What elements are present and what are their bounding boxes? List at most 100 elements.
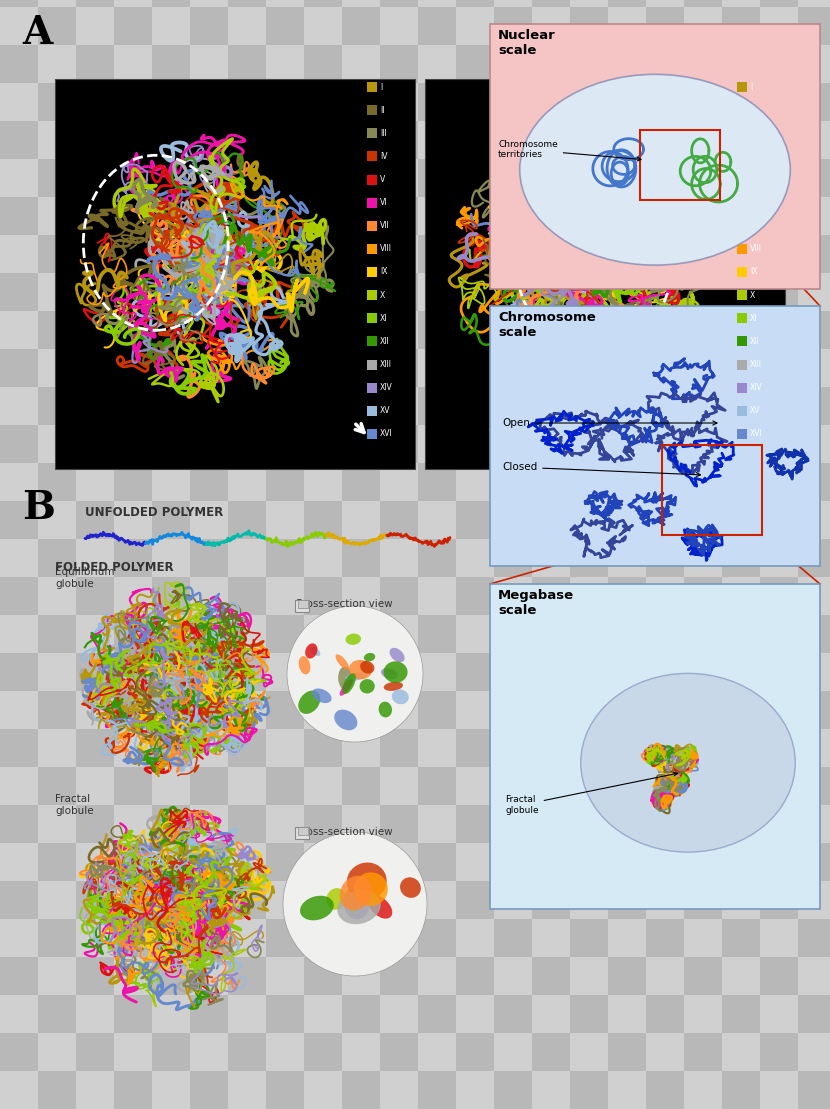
Bar xyxy=(114,957,152,995)
Bar xyxy=(76,311,114,349)
Bar xyxy=(304,83,342,121)
Bar xyxy=(760,881,798,919)
Bar xyxy=(684,919,722,957)
Bar xyxy=(456,462,494,501)
Bar xyxy=(722,615,760,653)
Text: A: A xyxy=(22,14,52,52)
Bar xyxy=(114,7,152,45)
Bar xyxy=(76,1071,114,1109)
Bar xyxy=(38,843,76,881)
Bar xyxy=(367,267,377,277)
Bar xyxy=(798,501,830,539)
Ellipse shape xyxy=(337,889,381,924)
Bar xyxy=(0,462,38,501)
Bar xyxy=(342,159,380,197)
Bar xyxy=(646,729,684,767)
Bar xyxy=(798,881,830,919)
Bar xyxy=(76,349,114,387)
Bar xyxy=(646,539,684,577)
Bar xyxy=(532,121,570,159)
Bar xyxy=(608,349,646,387)
Bar xyxy=(304,729,342,767)
Bar xyxy=(570,387,608,425)
Bar xyxy=(494,957,532,995)
Bar xyxy=(76,653,114,691)
Bar xyxy=(152,843,190,881)
Bar xyxy=(0,197,38,235)
Bar xyxy=(342,121,380,159)
Bar xyxy=(456,45,494,83)
Bar xyxy=(608,273,646,311)
Bar xyxy=(532,462,570,501)
Bar xyxy=(532,539,570,577)
Bar xyxy=(342,843,380,881)
Bar xyxy=(76,919,114,957)
Ellipse shape xyxy=(347,863,387,901)
Bar xyxy=(494,767,532,805)
Bar xyxy=(456,235,494,273)
Bar xyxy=(760,691,798,729)
Bar xyxy=(380,1032,418,1071)
Bar xyxy=(494,83,532,121)
Bar xyxy=(722,729,760,767)
Bar xyxy=(737,174,747,184)
Bar xyxy=(418,425,456,462)
Bar xyxy=(228,425,266,462)
Text: X: X xyxy=(380,291,385,299)
Bar xyxy=(228,273,266,311)
Bar xyxy=(646,159,684,197)
Ellipse shape xyxy=(300,896,334,920)
Bar xyxy=(418,83,456,121)
Bar xyxy=(456,995,494,1032)
Bar xyxy=(380,0,418,7)
Bar xyxy=(266,653,304,691)
Bar xyxy=(494,425,532,462)
Bar xyxy=(304,462,342,501)
Bar xyxy=(304,311,342,349)
Bar xyxy=(152,462,190,501)
Bar xyxy=(456,767,494,805)
Bar xyxy=(608,691,646,729)
Bar xyxy=(570,462,608,501)
Bar xyxy=(532,501,570,539)
Bar xyxy=(608,1032,646,1071)
Ellipse shape xyxy=(383,661,408,683)
Bar xyxy=(266,995,304,1032)
Bar xyxy=(798,0,830,7)
Bar xyxy=(570,615,608,653)
Text: UNFOLDED POLYMER: UNFOLDED POLYMER xyxy=(85,506,223,519)
Text: III: III xyxy=(750,129,757,138)
Text: IV: IV xyxy=(750,152,758,161)
Bar xyxy=(380,919,418,957)
Bar xyxy=(0,121,38,159)
Bar xyxy=(532,957,570,995)
Bar xyxy=(760,121,798,159)
Bar xyxy=(228,957,266,995)
Bar xyxy=(798,539,830,577)
Bar xyxy=(798,349,830,387)
Bar xyxy=(494,387,532,425)
Bar xyxy=(76,7,114,45)
Bar xyxy=(367,336,377,346)
Bar xyxy=(722,425,760,462)
Bar xyxy=(228,995,266,1032)
Bar xyxy=(190,729,228,767)
Bar xyxy=(266,1032,304,1071)
Bar xyxy=(0,653,38,691)
Bar xyxy=(737,383,747,393)
Bar xyxy=(737,221,747,231)
Text: V: V xyxy=(380,175,385,184)
Text: Chromosome
scale: Chromosome scale xyxy=(498,311,596,339)
Text: VI: VI xyxy=(380,199,388,207)
Bar xyxy=(608,843,646,881)
Ellipse shape xyxy=(381,668,398,680)
Bar xyxy=(608,1071,646,1109)
Bar xyxy=(152,615,190,653)
Bar xyxy=(494,121,532,159)
Ellipse shape xyxy=(383,682,403,691)
Text: XVI: XVI xyxy=(380,429,393,438)
Bar xyxy=(152,45,190,83)
Bar xyxy=(0,995,38,1032)
Bar xyxy=(38,767,76,805)
Bar xyxy=(266,197,304,235)
